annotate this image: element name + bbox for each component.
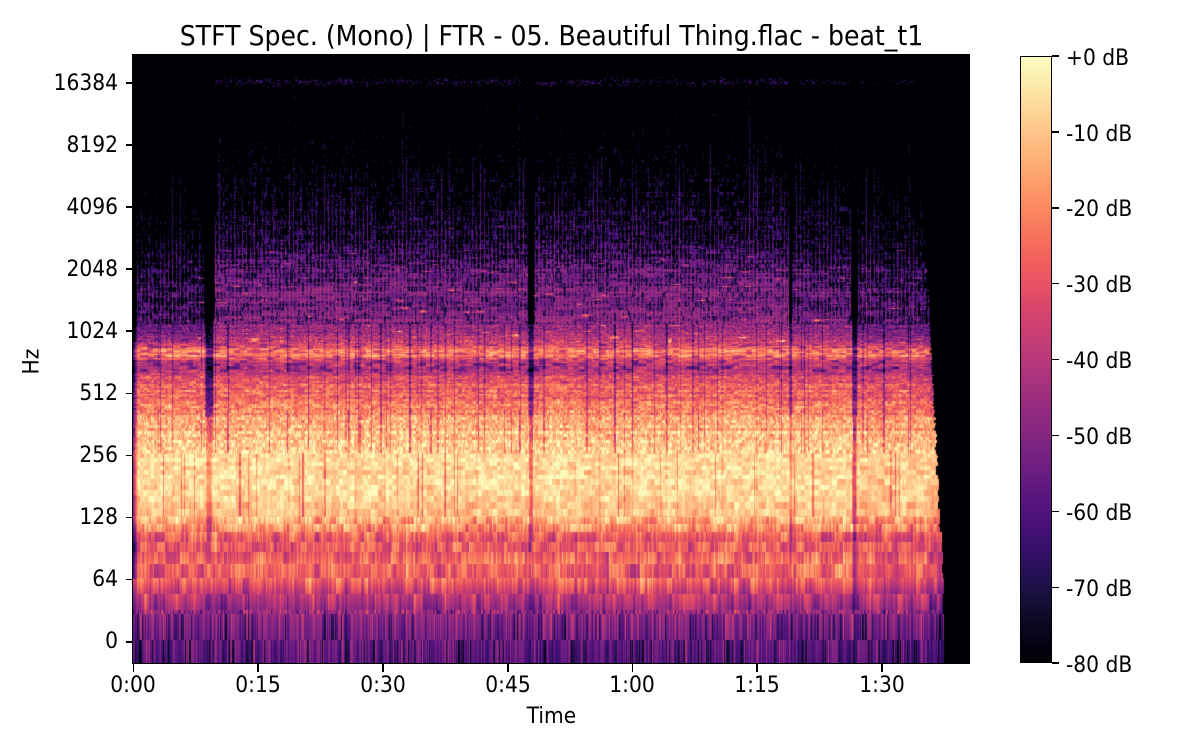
y-tick-label: 0	[104, 628, 118, 655]
x-tick	[257, 664, 259, 672]
y-tick-label: 4096	[66, 193, 118, 220]
colorbar-tick-label: -10 dB	[1066, 120, 1133, 147]
chart-title: STFT Spec. (Mono) | FTR - 05. Beautiful …	[179, 18, 924, 52]
x-tick-label: 1:15	[734, 671, 780, 698]
y-tick	[125, 516, 133, 519]
colorbar-tick-label: +0 dB	[1066, 44, 1130, 71]
x-tick-label: 0:30	[360, 671, 406, 698]
colorbar	[1020, 55, 1052, 664]
colorbar-tick	[1051, 358, 1060, 361]
y-tick	[125, 268, 133, 271]
colorbar-tick-label: -30 dB	[1066, 272, 1133, 299]
x-tick	[631, 664, 634, 672]
x-tick	[382, 664, 384, 672]
colorbar-tick-label: -80 dB	[1066, 652, 1133, 679]
y-tick-label: 512	[78, 379, 118, 406]
x-tick-label: 0:15	[235, 671, 281, 698]
colorbar-tick	[1051, 130, 1060, 133]
colorbar-tick	[1051, 206, 1060, 209]
colorbar-tick	[1051, 434, 1060, 437]
x-tick	[881, 664, 883, 672]
colorbar-tick-label: -70 dB	[1066, 576, 1133, 603]
colorbar-tick	[1051, 662, 1060, 665]
colorbar-tick-label: -40 dB	[1066, 348, 1133, 375]
colorbar-tick	[1051, 586, 1060, 589]
colorbar-tick-label: -20 dB	[1066, 196, 1133, 223]
spectrogram-heatmap	[133, 55, 970, 664]
x-tick-label: 1:30	[859, 671, 905, 698]
y-tick-label: 8192	[66, 131, 118, 158]
x-axis-label: Time	[526, 702, 577, 729]
y-tick	[125, 330, 133, 333]
y-tick	[125, 82, 133, 84]
y-tick	[125, 206, 133, 209]
y-tick-label: 16384	[53, 69, 118, 96]
colorbar-tick	[1051, 282, 1060, 285]
y-tick	[125, 454, 133, 457]
y-tick-label: 64	[91, 566, 118, 593]
y-tick	[125, 144, 133, 146]
plot-border	[131, 53, 971, 665]
y-axis-label: Hz	[18, 348, 45, 375]
y-tick	[125, 578, 133, 581]
colorbar-tick-label: -60 dB	[1066, 500, 1133, 527]
x-tick-label: 0:45	[484, 671, 531, 698]
y-tick	[125, 640, 133, 643]
y-tick	[125, 392, 133, 395]
x-tick-label: 0:00	[110, 671, 157, 698]
y-tick-label: 256	[78, 441, 118, 468]
colorbar-tick-label: -50 dB	[1066, 424, 1133, 451]
x-tick-label: 1:00	[609, 671, 656, 698]
x-tick	[132, 664, 135, 672]
colorbar-tick	[1051, 510, 1060, 513]
y-tick-label: 2048	[66, 255, 118, 282]
y-tick-label: 128	[78, 504, 118, 531]
x-tick	[756, 664, 759, 672]
colorbar-tick	[1051, 54, 1060, 57]
x-tick	[506, 664, 509, 672]
y-tick-label: 1024	[66, 317, 118, 344]
